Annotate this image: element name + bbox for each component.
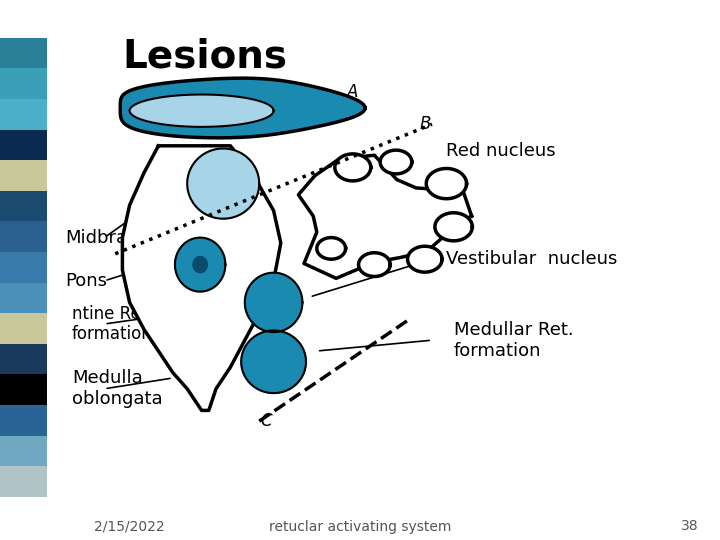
Text: Vestibular  nucleus: Vestibular nucleus [446, 250, 618, 268]
Polygon shape [380, 150, 412, 174]
Polygon shape [193, 256, 207, 273]
Text: Medullar Ret.
formation: Medullar Ret. formation [454, 321, 573, 360]
Bar [0, 282, 47, 313]
Bar [0, 38, 47, 69]
Bar [0, 436, 47, 466]
Bar [0, 160, 47, 191]
Polygon shape [175, 238, 225, 292]
Text: Medulla
oblongata: Medulla oblongata [72, 369, 163, 408]
Bar [0, 252, 47, 282]
Polygon shape [120, 78, 365, 138]
Polygon shape [335, 154, 371, 181]
Text: C: C [261, 412, 272, 430]
Bar [0, 191, 47, 221]
Polygon shape [187, 148, 259, 219]
Polygon shape [245, 273, 302, 332]
Text: A: A [347, 83, 359, 101]
Polygon shape [426, 168, 467, 199]
Bar [0, 466, 47, 497]
Bar [0, 221, 47, 252]
Text: 38: 38 [681, 519, 698, 534]
Text: Pons: Pons [65, 272, 107, 290]
Polygon shape [317, 238, 346, 259]
Bar [0, 130, 47, 160]
Text: 2/15/2022: 2/15/2022 [94, 519, 164, 534]
Polygon shape [359, 253, 390, 276]
Polygon shape [130, 94, 274, 127]
Bar [0, 69, 47, 99]
Polygon shape [122, 146, 281, 410]
Bar [0, 405, 47, 436]
Text: Lesions: Lesions [122, 38, 287, 76]
Text: Midbrain: Midbrain [65, 228, 143, 247]
Bar [0, 99, 47, 130]
Text: Red nucleus: Red nucleus [446, 142, 556, 160]
Text: retuclar activating system: retuclar activating system [269, 519, 451, 534]
Polygon shape [298, 156, 472, 278]
Polygon shape [435, 213, 472, 241]
Bar [0, 344, 47, 374]
Polygon shape [241, 330, 306, 393]
Polygon shape [408, 246, 442, 272]
Text: B: B [419, 115, 431, 133]
Bar [0, 313, 47, 344]
Text: ntine Ret.
formation: ntine Ret. formation [72, 305, 153, 343]
Bar [0, 374, 47, 405]
